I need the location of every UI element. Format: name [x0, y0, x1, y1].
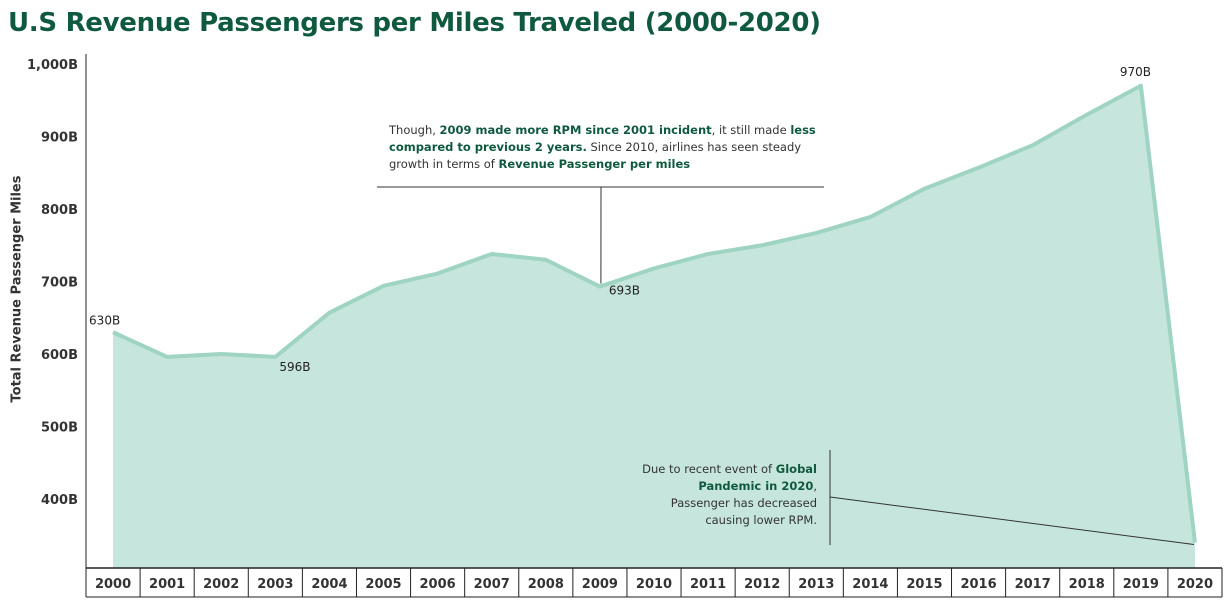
annotation-text-part: , Passenger has decreased causing lower …: [670, 479, 817, 527]
x-tick-label: 2020: [1177, 577, 1213, 592]
annotation-text-part: 2009 made more RPM since 2001 incident: [439, 123, 712, 137]
annotation-lines: [377, 186, 1195, 545]
data-label-layer: 630B 596B 693B 970B: [89, 65, 1151, 374]
x-tick-label: 2015: [906, 577, 942, 592]
chart-title: U.S Revenue Passengers per Miles Travele…: [8, 8, 821, 38]
x-tick-label: 2004: [311, 577, 347, 592]
x-tick-label: 2011: [690, 577, 726, 592]
annotation-text-part: Revenue Passenger per miles: [498, 157, 691, 171]
x-tick-label: 2000: [95, 577, 131, 592]
data-label-2000: 630B: [89, 313, 120, 327]
y-tick-label: 700B: [41, 276, 78, 291]
x-tick-label: 2001: [149, 577, 185, 592]
data-label-2003: 596B: [279, 360, 310, 374]
y-tick-label: 900B: [41, 131, 78, 146]
y-tick-label: 800B: [41, 203, 78, 218]
axis-layer: 400B 500B 600B 700B 800B 900B 1,000B 2000 2001 20…: [27, 54, 1223, 598]
area-fill: [113, 85, 1195, 568]
x-tick-label: 2006: [420, 577, 456, 592]
annotation-text-part: Since 2010, airlines has seen steady gro…: [389, 140, 802, 171]
x-tick-label: 2013: [798, 577, 834, 592]
series-line: [112, 83, 1197, 543]
y-tick-label: 1,000B: [27, 58, 78, 73]
x-tick-label: 2002: [203, 577, 239, 592]
annotation-text-part: Due to recent event of: [642, 462, 776, 476]
x-tick-label: 2009: [582, 577, 618, 592]
annotation-2020-pointer: [829, 496, 1195, 545]
annotation-text-part: , it still made: [711, 123, 791, 137]
x-tick-label: 2012: [744, 577, 780, 592]
area-layer: [112, 83, 1197, 568]
annotation-2020: Due to recent event of Global Pandemic i…: [640, 461, 817, 529]
x-tick-label: 2018: [1069, 577, 1105, 592]
x-tick-label: 2019: [1123, 577, 1159, 592]
x-tick-label: 2016: [960, 577, 996, 592]
data-label-2009: 693B: [609, 284, 640, 298]
data-label-2019: 970B: [1120, 65, 1151, 79]
x-tick-label: 2003: [257, 577, 293, 592]
x-tick-label: 2014: [852, 577, 888, 592]
x-tick-label: 2008: [528, 577, 564, 592]
y-tick-label: 600B: [41, 348, 78, 363]
y-tick-label: 500B: [41, 421, 78, 436]
x-tick-label: 2010: [636, 577, 672, 592]
annotation-text-part: Though,: [389, 123, 440, 137]
x-tick-label: 2017: [1015, 577, 1051, 592]
y-tick-label: 400B: [41, 493, 78, 508]
x-tick-label: 2005: [365, 577, 401, 592]
annotation-2009: Though, 2009 made more RPM since 2001 in…: [389, 122, 819, 173]
annotation-text-part: Global Pandemic in 2020: [698, 462, 817, 493]
x-tick-label: 2007: [474, 577, 510, 592]
annotation-text-part: less compared to previous 2 years.: [389, 123, 816, 154]
